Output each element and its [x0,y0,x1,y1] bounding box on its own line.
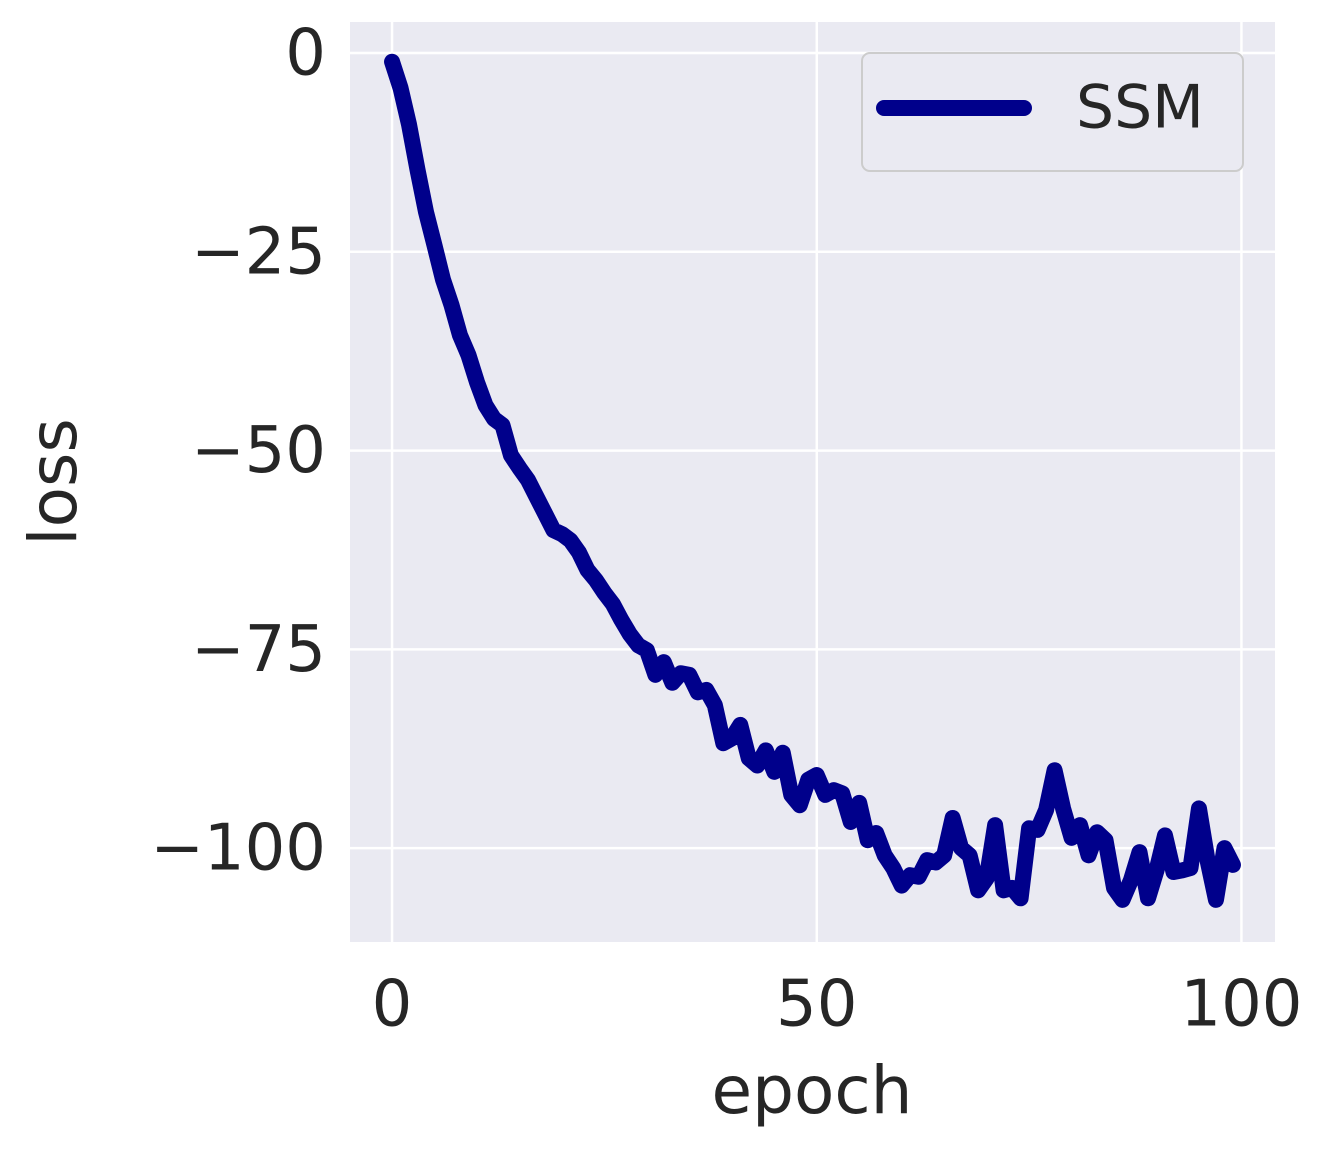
y-tick-label: −100 [150,812,326,886]
y-tick-label: −25 [191,215,326,289]
y-tick-label: −75 [191,613,326,687]
y-axis-label: loss [15,418,92,546]
x-tick-label: 100 [1180,968,1302,1042]
legend-box [861,52,1244,172]
data-line [384,53,1241,908]
y-tick-label: −50 [191,414,326,488]
x-tick-label: 0 [372,968,413,1042]
x-tick-label: 50 [776,968,857,1042]
y-tick-label: 0 [285,17,326,91]
x-axis-label: epoch [712,1052,913,1129]
legend-label: SSM [1076,73,1204,143]
